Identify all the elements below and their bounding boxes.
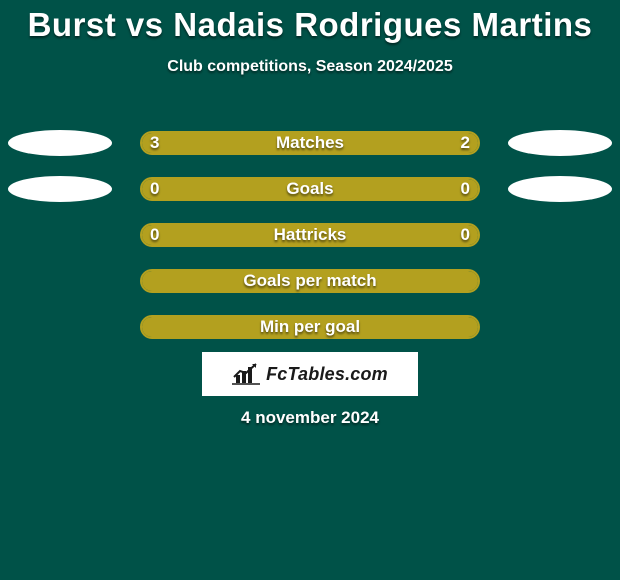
stat-row: Hattricks 0 0 — [0, 212, 620, 258]
stat-row: Matches 3 2 — [0, 120, 620, 166]
fill-right — [344, 133, 478, 153]
subtitle: Club competitions, Season 2024/2025 — [0, 58, 620, 76]
stat-label: Goals — [286, 179, 333, 199]
stat-row: Goals 0 0 — [0, 166, 620, 212]
brand-box: FcTables.com — [202, 352, 418, 396]
player-marker-left — [8, 130, 112, 156]
stat-label: Matches — [276, 133, 344, 153]
stat-row: Min per goal — [0, 304, 620, 350]
stat-label: Hattricks — [274, 225, 347, 245]
page-title: Burst vs Nadais Rodrigues Martins — [0, 0, 620, 44]
player-marker-right — [508, 176, 612, 202]
stat-rows: Matches 3 2 Goals 0 0 Hattricks 0 0 Goals per mat… — [0, 120, 620, 350]
stat-value-right: 0 — [461, 179, 470, 199]
stat-value-left: 3 — [150, 133, 159, 153]
stat-value-right: 0 — [461, 225, 470, 245]
stat-label: Goals per match — [243, 271, 376, 291]
stat-value-left: 0 — [150, 225, 159, 245]
player-marker-right — [508, 130, 612, 156]
stat-value-right: 2 — [461, 133, 470, 153]
brand-chart-icon — [232, 363, 260, 385]
stat-label: Min per goal — [260, 317, 360, 337]
player-marker-left — [8, 176, 112, 202]
comparison-infographic: Burst vs Nadais Rodrigues Martins Club c… — [0, 0, 620, 580]
stat-value-left: 0 — [150, 179, 159, 199]
generation-date: 4 november 2024 — [0, 408, 620, 428]
brand-text: FcTables.com — [266, 364, 388, 385]
stat-row: Goals per match — [0, 258, 620, 304]
